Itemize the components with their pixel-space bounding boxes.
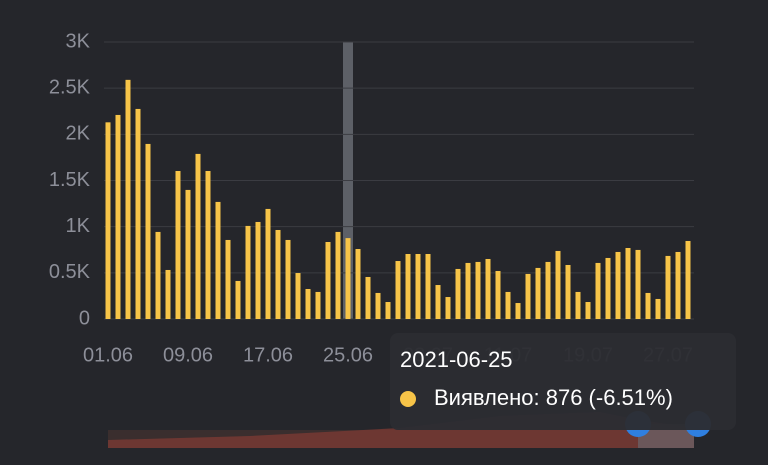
bar <box>595 262 601 319</box>
bar <box>305 288 311 319</box>
bar <box>235 280 241 319</box>
bar <box>205 170 211 319</box>
bar <box>215 201 221 319</box>
bar <box>325 241 331 319</box>
bar <box>185 189 191 319</box>
y-tick-label: 0 <box>79 307 90 329</box>
bar <box>255 221 261 319</box>
bar <box>195 153 201 319</box>
tooltip-date: 2021-06-25 <box>400 347 513 372</box>
bar <box>175 170 181 319</box>
bar <box>645 292 651 319</box>
tooltip-marker <box>400 391 416 407</box>
x-tick-label: 17.06 <box>243 344 293 366</box>
bar <box>555 250 561 319</box>
bar <box>225 239 231 319</box>
bar <box>425 253 431 319</box>
tooltip-text: Виявлено: 876 (-6.51%) <box>434 385 673 410</box>
bar <box>575 291 581 319</box>
bar <box>545 261 551 319</box>
x-tick-label: 01.06 <box>83 344 133 366</box>
bar <box>465 262 471 319</box>
bar <box>655 298 661 319</box>
bar <box>355 249 361 319</box>
bar <box>445 297 451 319</box>
bar <box>435 285 441 319</box>
y-tick-label: 0.5K <box>49 261 91 283</box>
bar <box>375 292 381 319</box>
tooltip-box <box>390 333 736 430</box>
bar <box>165 269 171 319</box>
tooltip: 2021-06-25 Виявлено: 876 (-6.51%) <box>390 333 736 430</box>
bar <box>155 231 161 319</box>
bar <box>625 247 631 319</box>
y-tick-label: 3K <box>66 30 91 52</box>
y-tick-label: 2.5K <box>49 76 91 98</box>
bar <box>485 258 491 319</box>
bar <box>115 114 121 320</box>
bar <box>635 249 641 319</box>
bar <box>245 225 251 319</box>
bar <box>585 302 591 319</box>
bar <box>295 273 301 319</box>
bar <box>495 270 501 319</box>
bar <box>675 251 681 319</box>
bar <box>535 267 541 319</box>
bar <box>475 261 481 319</box>
y-tick-label: 1K <box>66 215 91 237</box>
bar <box>665 255 671 319</box>
bar <box>515 303 521 319</box>
bar <box>275 229 281 319</box>
bar <box>685 240 691 319</box>
bar <box>405 253 411 319</box>
bar <box>605 257 611 319</box>
bar <box>345 238 351 319</box>
bar <box>315 291 321 319</box>
bar <box>395 261 401 319</box>
bar <box>125 79 131 320</box>
bar <box>565 264 571 319</box>
x-tick-label: 25.06 <box>323 344 373 366</box>
bar <box>365 276 371 319</box>
bar <box>135 108 141 319</box>
y-tick-label: 1.5K <box>49 169 91 191</box>
x-tick-label: 09.06 <box>163 344 213 366</box>
bar <box>455 268 461 319</box>
bar <box>265 208 271 319</box>
bar <box>525 273 531 319</box>
bar <box>615 251 621 319</box>
bar <box>415 253 421 319</box>
bar <box>105 122 111 319</box>
bar <box>285 239 291 319</box>
y-tick-label: 2K <box>66 123 91 145</box>
bar <box>145 143 151 319</box>
bar <box>385 302 391 319</box>
bar <box>505 291 511 319</box>
bar <box>335 231 341 319</box>
